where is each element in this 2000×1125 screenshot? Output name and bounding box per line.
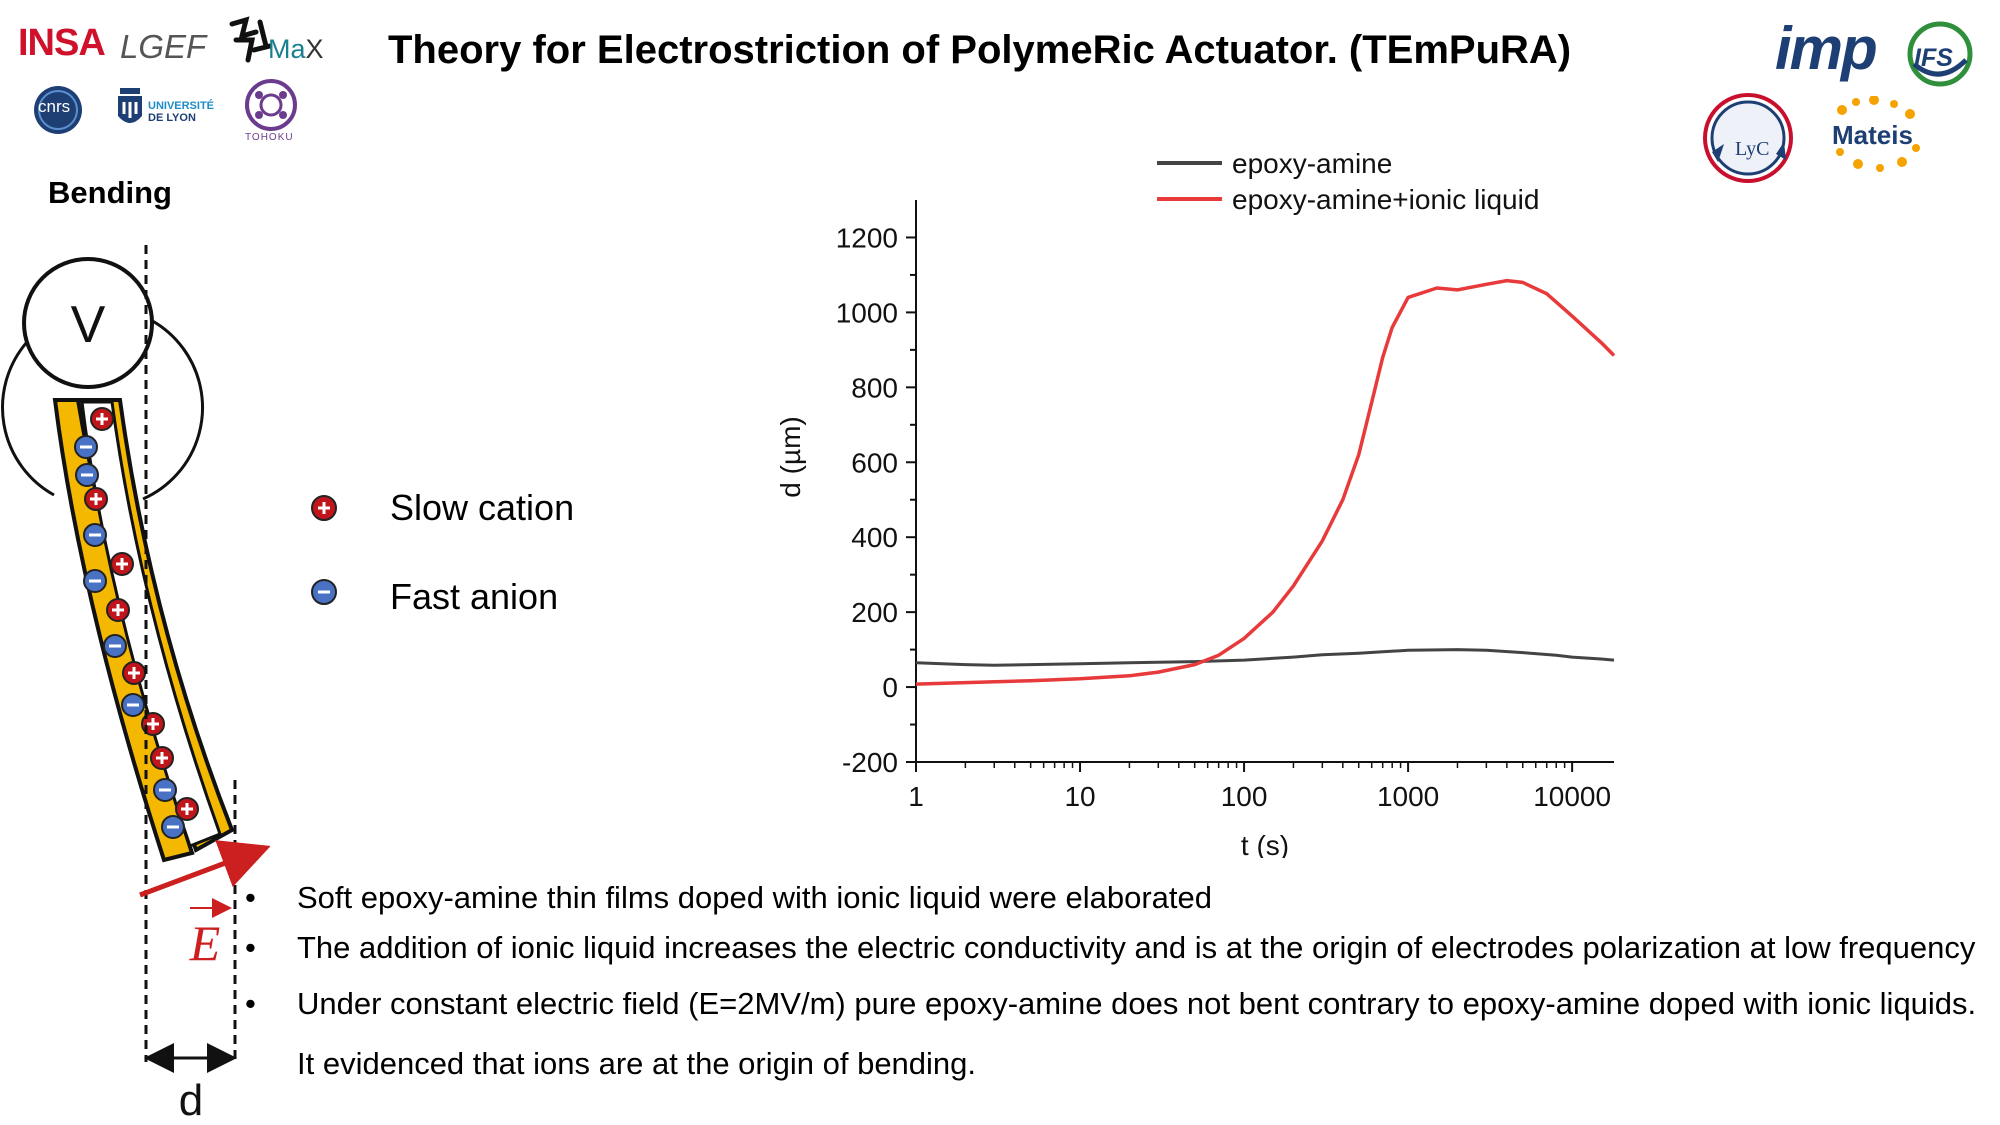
page-title: Theory for Electrostriction of PolymeRic…: [388, 28, 1572, 72]
anion-marker: [153, 778, 177, 802]
anion-marker: [83, 569, 107, 593]
y-tick-label: 1200: [836, 222, 898, 253]
bullet-item: • Soft epoxy-amine thin films doped with…: [245, 878, 1997, 918]
ifs-logo: IFS: [1914, 44, 1953, 72]
bullet-item: • Under constant electric field (E=2MV/m…: [245, 974, 1997, 1094]
voltage-source-circle: [22, 257, 154, 389]
anion-marker: [74, 435, 98, 459]
ifs-logo-icon: [1907, 21, 1973, 87]
y-tick-label: 400: [851, 522, 898, 553]
mateis-logo-icon: [1836, 96, 1920, 172]
anion-icon: [311, 579, 337, 605]
chart-legend: epoxy-amine epoxy-amine+ionic liquid: [1157, 148, 1539, 215]
elymax-logo-icon: [229, 16, 273, 63]
cation-marker: [106, 598, 130, 622]
cation-marker: [110, 552, 134, 576]
anion-marker: [161, 815, 185, 839]
mateis-logo: Mateis: [1832, 120, 1913, 150]
cnrs-logo: [34, 86, 82, 134]
displacement-label: d: [179, 1076, 203, 1125]
y-tick-label: 800: [851, 372, 898, 403]
voltage-label: V: [71, 296, 106, 354]
cation-legend-label: Slow cation: [390, 487, 575, 528]
tohoku-logo: TOHOKU: [245, 132, 294, 143]
elymax-logo: MaX: [268, 34, 324, 64]
y-tick-label: 200: [851, 597, 898, 628]
insa-logo: INSA: [18, 22, 106, 64]
y-tick-label: -200: [842, 747, 898, 778]
x-tick-label: 10000: [1533, 781, 1611, 812]
x-tick-label: 1: [908, 781, 924, 812]
y-axis-label: d (µm): [775, 416, 806, 497]
tohoku-logo-icon: [245, 79, 297, 131]
chart-axes: -200 0 200 400 600 800 1000 1200 1 10 100 1000 10000: [836, 200, 1614, 812]
series-line-ionic-liquid: [915, 278, 1616, 686]
cation-marker: [84, 487, 108, 511]
bullet-item: • The addition of ionic liquid increases…: [245, 928, 1997, 968]
y-tick-label: 600: [851, 447, 898, 478]
bullet-list: • Soft epoxy-amine thin films doped with…: [245, 878, 1997, 1094]
y-tick-label: 1000: [836, 297, 898, 328]
bullet-dot: •: [245, 880, 256, 915]
bullet-dot: •: [245, 930, 256, 965]
anion-marker: [75, 463, 99, 487]
anion-marker: [83, 523, 107, 547]
cation-marker: [90, 407, 114, 431]
anion-legend-label: Fast anion: [390, 576, 559, 617]
electric-field-label: E: [189, 915, 221, 971]
y-tick-label: 0: [882, 672, 898, 703]
x-tick-label: 100: [1221, 781, 1268, 812]
displacement-chart: -200 0 200 400 600 800 1000 1200 1 10 100 1000 10000…: [775, 148, 1616, 858]
cation-marker: [150, 746, 174, 770]
series-line-epoxy-amine: [915, 648, 1615, 667]
cnrs-logo-text: cnrs: [38, 97, 71, 116]
anion-marker: [121, 693, 145, 717]
cation-marker: [175, 797, 199, 821]
x-tick-label: 1000: [1377, 781, 1439, 812]
x-tick-label: 10: [1064, 781, 1095, 812]
bent-strip: [52, 398, 235, 863]
universite-lyon-logo: UNIVERSITÉ DE LYON: [148, 100, 215, 124]
bending-heading: Bending: [48, 175, 172, 210]
anion-marker: [103, 634, 127, 658]
universite-lyon-icon: [118, 88, 142, 123]
ion-markers: [74, 407, 199, 839]
cation-marker: [122, 661, 146, 685]
legend-label: epoxy-amine: [1232, 148, 1392, 179]
x-axis-label: t (s): [1241, 830, 1289, 858]
cation-icon: [311, 495, 337, 521]
lyc-logo-icon: [1703, 93, 1793, 183]
lgef-logo: LGEF: [120, 28, 207, 65]
lyc-logo: LyC: [1735, 138, 1770, 160]
legend-label: epoxy-amine+ionic liquid: [1232, 184, 1539, 215]
bending-diagram: V E d: [1, 245, 270, 1125]
imp-logo: imp: [1775, 15, 1878, 82]
electric-field-arrow: [139, 840, 270, 898]
bullet-dot: •: [245, 986, 256, 1021]
